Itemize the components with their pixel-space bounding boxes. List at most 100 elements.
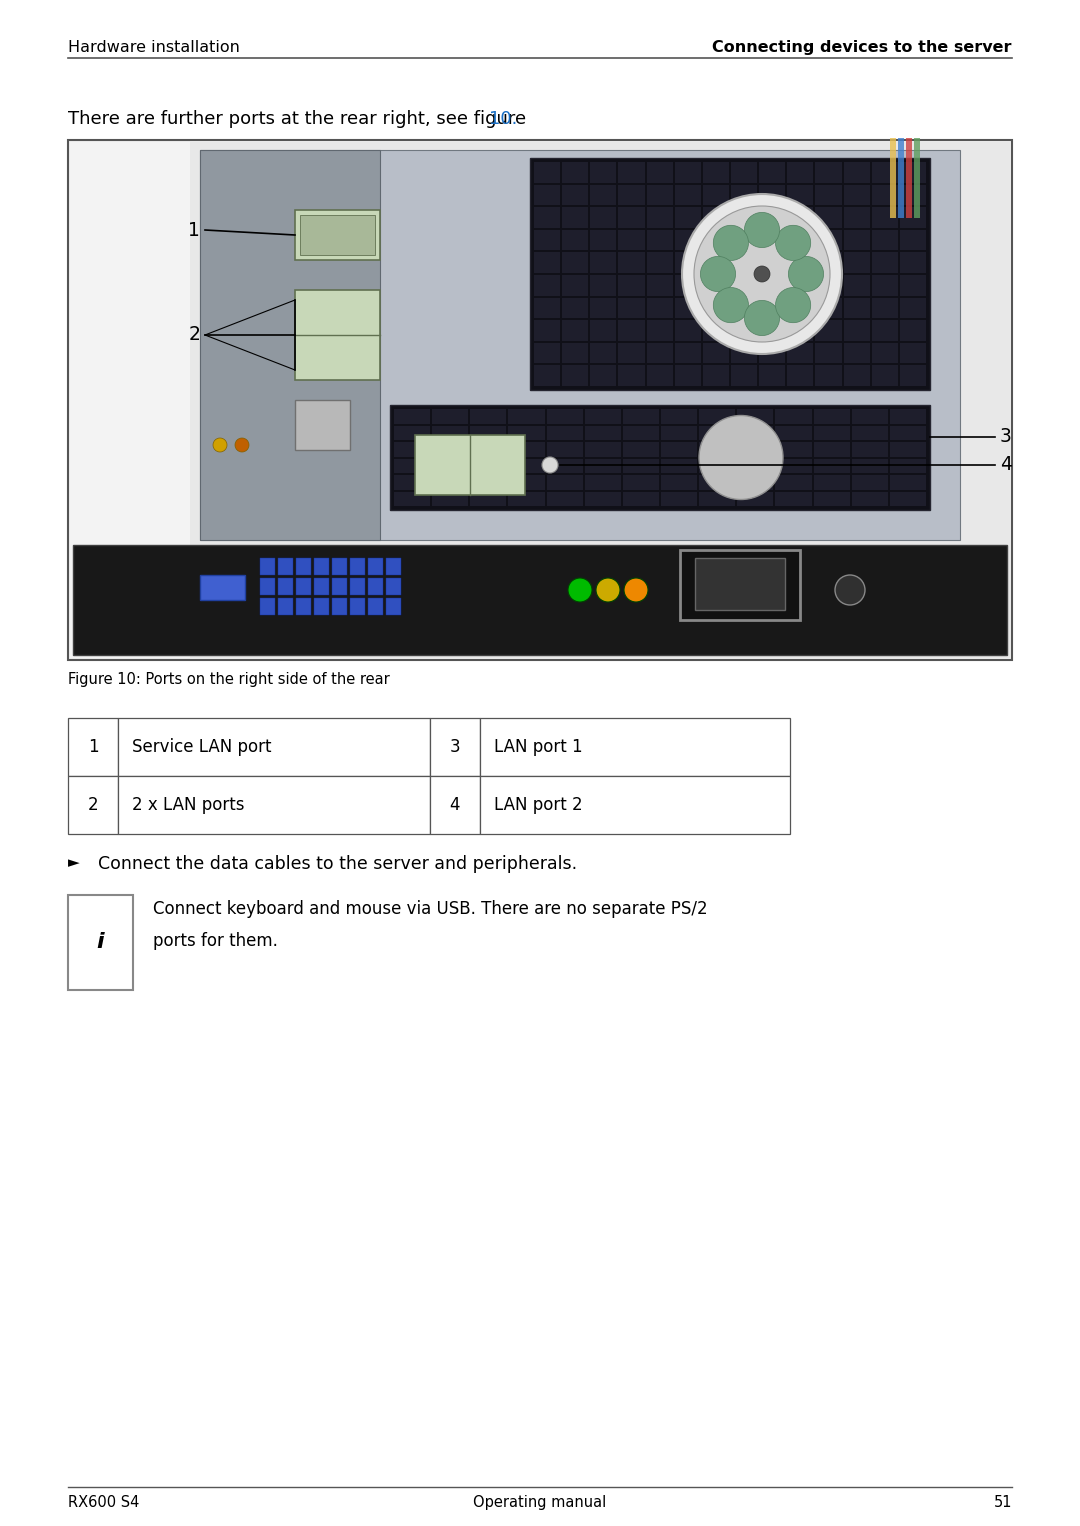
Bar: [647, 208, 673, 227]
Bar: [70, 142, 190, 658]
Bar: [68, 140, 1012, 661]
Bar: [815, 320, 841, 340]
Bar: [775, 443, 811, 456]
Bar: [470, 443, 507, 456]
Bar: [68, 719, 118, 777]
Bar: [661, 426, 698, 439]
Bar: [591, 320, 617, 340]
Bar: [296, 598, 311, 615]
Bar: [647, 185, 673, 204]
Bar: [546, 458, 583, 473]
Bar: [890, 475, 926, 490]
Bar: [731, 185, 757, 204]
Bar: [394, 409, 430, 424]
Bar: [647, 365, 673, 386]
Bar: [852, 491, 888, 507]
Bar: [703, 320, 729, 340]
Bar: [872, 185, 897, 204]
Bar: [200, 150, 380, 540]
Bar: [332, 598, 347, 615]
Bar: [900, 208, 926, 227]
Bar: [703, 343, 729, 363]
Bar: [813, 475, 850, 490]
Bar: [619, 185, 645, 204]
Bar: [699, 475, 735, 490]
Bar: [843, 252, 869, 273]
Bar: [470, 426, 507, 439]
Bar: [563, 208, 589, 227]
Bar: [591, 298, 617, 319]
Bar: [900, 230, 926, 250]
Bar: [432, 409, 469, 424]
Bar: [619, 365, 645, 386]
Bar: [813, 458, 850, 473]
Bar: [815, 230, 841, 250]
Bar: [813, 409, 850, 424]
Bar: [675, 230, 701, 250]
Text: 1: 1: [188, 220, 200, 240]
Text: 1: 1: [87, 739, 98, 755]
Bar: [890, 458, 926, 473]
Bar: [509, 426, 544, 439]
Bar: [815, 298, 841, 319]
Bar: [470, 409, 507, 424]
Text: ports for them.: ports for them.: [153, 932, 278, 951]
Text: Connecting devices to the server: Connecting devices to the server: [713, 40, 1012, 55]
Bar: [675, 162, 701, 183]
Bar: [563, 185, 589, 204]
Bar: [563, 275, 589, 296]
Bar: [813, 426, 850, 439]
Text: Connect the data cables to the server and peripherals.: Connect the data cables to the server an…: [98, 855, 577, 873]
Bar: [200, 150, 960, 540]
Bar: [900, 162, 926, 183]
Bar: [731, 162, 757, 183]
Bar: [647, 343, 673, 363]
Bar: [619, 275, 645, 296]
Bar: [759, 162, 785, 183]
Bar: [759, 275, 785, 296]
Bar: [775, 475, 811, 490]
Bar: [872, 252, 897, 273]
Bar: [787, 252, 813, 273]
Bar: [70, 142, 1010, 658]
Bar: [813, 443, 850, 456]
Bar: [731, 275, 757, 296]
Bar: [815, 185, 841, 204]
Bar: [591, 275, 617, 296]
Bar: [775, 409, 811, 424]
Circle shape: [744, 301, 780, 336]
Bar: [890, 491, 926, 507]
Bar: [480, 719, 789, 777]
Bar: [852, 475, 888, 490]
Bar: [872, 275, 897, 296]
Bar: [368, 578, 383, 595]
Bar: [591, 230, 617, 250]
Bar: [278, 559, 293, 575]
Bar: [675, 208, 701, 227]
Bar: [432, 458, 469, 473]
Bar: [623, 426, 659, 439]
Bar: [703, 230, 729, 250]
Text: Operating manual: Operating manual: [473, 1495, 607, 1511]
Bar: [738, 458, 773, 473]
Bar: [470, 491, 507, 507]
Text: i: i: [96, 932, 104, 952]
Circle shape: [542, 456, 558, 473]
Bar: [278, 578, 293, 595]
Bar: [815, 208, 841, 227]
Bar: [591, 252, 617, 273]
Bar: [509, 443, 544, 456]
Bar: [584, 458, 621, 473]
Bar: [703, 298, 729, 319]
Text: 10.: 10.: [489, 110, 517, 128]
Bar: [675, 275, 701, 296]
Bar: [394, 458, 430, 473]
Bar: [260, 598, 275, 615]
Bar: [787, 365, 813, 386]
Bar: [260, 578, 275, 595]
Text: 2 x LAN ports: 2 x LAN ports: [132, 797, 244, 813]
Bar: [394, 491, 430, 507]
Text: Figure 10: Ports on the right side of the rear: Figure 10: Ports on the right side of th…: [68, 671, 390, 687]
Bar: [118, 719, 430, 777]
Bar: [619, 298, 645, 319]
